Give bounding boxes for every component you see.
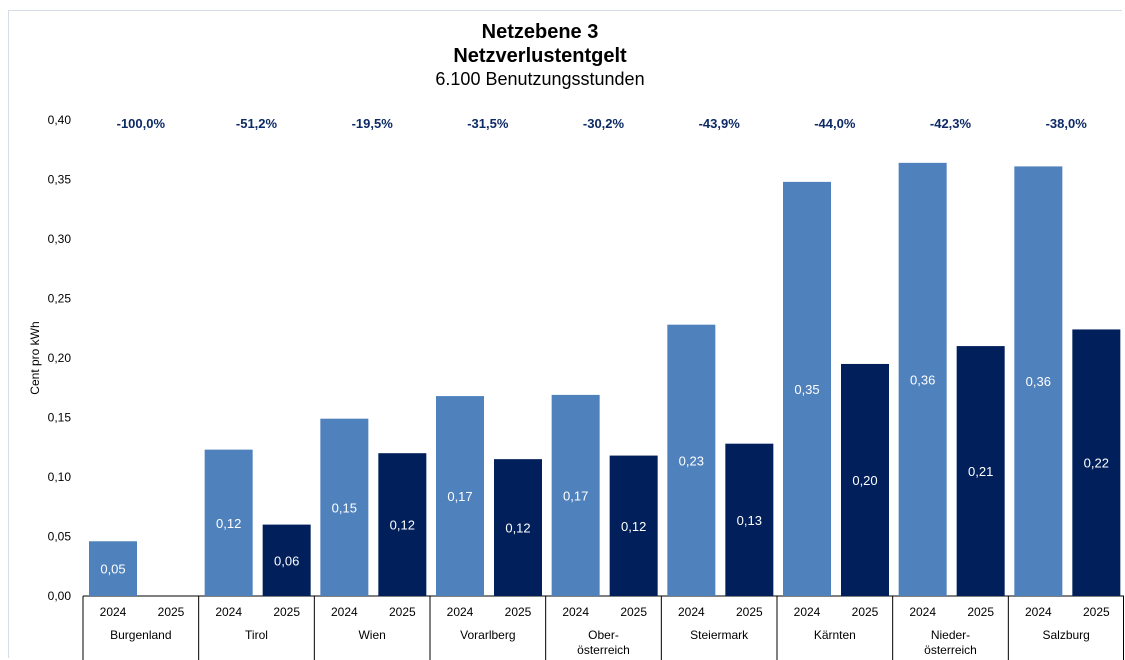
y-tick-label: 0,05	[48, 530, 72, 544]
change-label: -19,5%	[352, 116, 394, 131]
x-tick-year: 2025	[389, 605, 416, 619]
data-label: 0,17	[447, 489, 472, 504]
bar-2024-ober-österreich	[551, 394, 600, 596]
change-label: -31,5%	[467, 116, 509, 131]
y-tick-label: 0,15	[48, 411, 72, 425]
y-tick-label: 0,25	[48, 292, 72, 306]
category-label: Tirol	[245, 628, 268, 642]
x-tick-year: 2025	[967, 605, 994, 619]
bar-2025-tirol	[262, 524, 311, 596]
bar-2024-vorarlberg	[436, 396, 484, 596]
y-tick-label: 0,10	[48, 470, 72, 484]
x-tick-year: 2025	[273, 605, 300, 619]
category-label: österreich	[924, 643, 977, 657]
x-tick-year: 2024	[678, 605, 705, 619]
y-tick-label: 0,00	[48, 589, 72, 603]
bar-2025-wien	[378, 453, 427, 596]
bar-2025-ober-österreich	[609, 455, 658, 596]
change-label: -44,0%	[814, 116, 856, 131]
category-label: Wien	[358, 628, 385, 642]
data-label: 0,36	[1026, 374, 1051, 389]
category-label: Burgenland	[110, 628, 171, 642]
x-tick-year: 2024	[794, 605, 821, 619]
data-label: 0,06	[274, 553, 299, 568]
bar-2024-tirol	[204, 449, 253, 596]
x-tick-year: 2025	[158, 605, 185, 619]
data-label: 0,23	[679, 453, 704, 468]
change-label: -100,0%	[117, 116, 166, 131]
data-label: 0,12	[390, 518, 415, 533]
bar-2024-kärnten	[783, 181, 831, 596]
x-tick-year: 2024	[331, 605, 358, 619]
chart-title: Netzebene 3	[481, 21, 599, 43]
bar-2025-kärnten	[841, 363, 889, 596]
category-label: Salzburg	[1042, 628, 1089, 642]
data-label: 0,36	[910, 372, 935, 387]
x-tick-year: 2025	[505, 605, 532, 619]
title-block: Netzebene 3 Netzverlustentgelt 6.100 Ben…	[0, 20, 1080, 90]
x-tick-year: 2025	[620, 605, 647, 619]
data-label: 0,12	[216, 516, 241, 531]
bar-2025-salzburg	[1072, 329, 1121, 596]
y-tick-label: 0,35	[48, 173, 72, 187]
category-label: Vorarlberg	[460, 628, 515, 642]
y-axis-label: Cent pro kWh	[28, 321, 42, 394]
chart-frame	[8, 10, 1122, 658]
x-tick-year: 2024	[1025, 605, 1052, 619]
bar-2024-burgenland	[89, 541, 137, 596]
y-tick-label: 0,20	[48, 351, 72, 365]
bar-2024-salzburg	[1014, 166, 1063, 596]
data-label: 0,05	[100, 562, 125, 577]
category-label: österreich	[577, 643, 630, 657]
data-label: 0,22	[1084, 456, 1109, 471]
x-tick-year: 2024	[447, 605, 474, 619]
data-label: 0,12	[505, 521, 530, 536]
data-label: 0,13	[737, 513, 762, 528]
change-label: -42,3%	[930, 116, 972, 131]
x-tick-year: 2024	[909, 605, 936, 619]
x-tick-year: 2024	[562, 605, 589, 619]
y-tick-label: 0,40	[48, 113, 72, 127]
change-label: -30,2%	[583, 116, 625, 131]
x-tick-year: 2025	[852, 605, 879, 619]
change-label: -51,2%	[236, 116, 278, 131]
chart-subtitle: Netzverlustentgelt	[453, 45, 627, 67]
y-tick-label: 0,30	[48, 232, 72, 246]
category-label: Ober-	[588, 628, 619, 642]
category-label: Steiermark	[690, 628, 749, 642]
x-tick-year: 2024	[100, 605, 127, 619]
bar-2025-nieder-österreich	[956, 346, 1005, 596]
bar-2024-nieder-österreich	[898, 162, 947, 596]
bar-2025-vorarlberg	[494, 459, 542, 596]
category-label: Nieder-	[931, 628, 970, 642]
chart-subtitle-2: 6.100 Benutzungsstunden	[435, 69, 645, 89]
x-tick-year: 2024	[215, 605, 242, 619]
data-label: 0,21	[968, 464, 993, 479]
bar-2025-steiermark	[725, 443, 774, 596]
data-label: 0,35	[794, 382, 819, 397]
data-label: 0,12	[621, 519, 646, 534]
x-tick-year: 2025	[1083, 605, 1110, 619]
change-label: -38,0%	[1046, 116, 1088, 131]
x-tick-year: 2025	[736, 605, 763, 619]
category-label: Kärnten	[814, 628, 856, 642]
data-label: 0,15	[332, 500, 357, 515]
change-label: -43,9%	[699, 116, 741, 131]
data-label: 0,20	[852, 473, 877, 488]
bar-2024-steiermark	[667, 324, 716, 596]
bar-2024-wien	[320, 418, 369, 596]
data-label: 0,17	[563, 488, 588, 503]
